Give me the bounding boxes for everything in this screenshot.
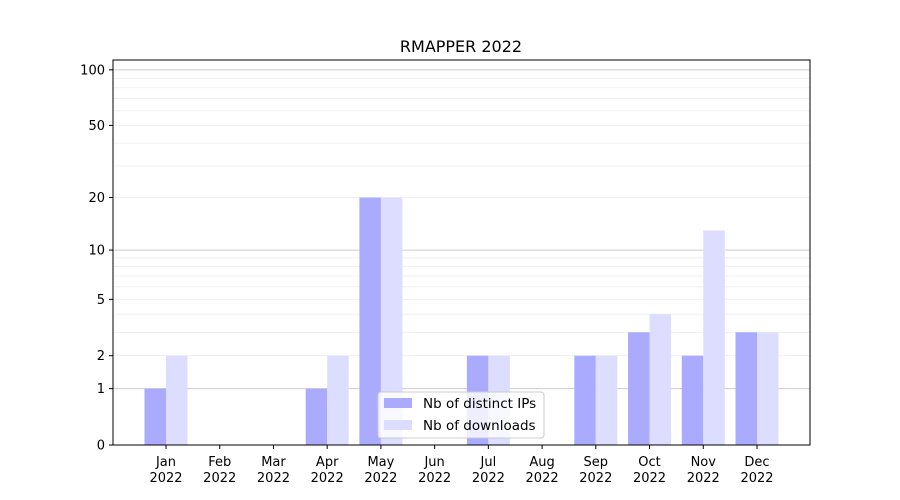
x-tick-label: Nov 2022: [687, 455, 720, 486]
x-tick-label: Jun 2022: [418, 455, 451, 486]
x-tick-label: Mar 2022: [257, 455, 290, 486]
legend-label-downloads: Nb of downloads: [423, 418, 536, 434]
x-tick-label: Aug 2022: [526, 455, 559, 486]
bar-downloads: [757, 332, 779, 445]
x-axis: Jan 2022 Feb 2022 Mar 2022 Apr 2022 May 2022 Jun 20…: [149, 445, 774, 486]
chart-title: RMAPPER 2022: [400, 37, 522, 56]
bar-ips: [574, 355, 596, 445]
y-tick-label: 1: [97, 382, 105, 397]
bar-ips: [305, 388, 328, 445]
y-tick-label: 50: [88, 119, 105, 134]
bar-downloads: [649, 314, 672, 445]
x-tick-label: Jul 2022: [472, 455, 505, 486]
x-tick-label: Jan 2022: [149, 455, 182, 486]
bar-ips: [735, 332, 757, 445]
legend-label-ips: Nb of distinct IPs: [423, 396, 536, 412]
y-tick-label: 0: [97, 439, 105, 454]
y-tick-label: 5: [97, 293, 105, 308]
legend-box: [377, 391, 545, 439]
bar-ips: [359, 197, 381, 445]
bar-downloads: [327, 355, 349, 445]
legend: Nb of distinct IPs Nb of downloads: [377, 391, 545, 439]
bar-ips: [628, 332, 650, 445]
x-tick-label: Oct 2022: [633, 455, 666, 486]
plot-frame: [112, 59, 811, 446]
grid: [113, 69, 810, 390]
legend-swatch-downloads: [384, 420, 412, 430]
x-tick-label: Apr 2022: [311, 455, 344, 486]
bar-ips: [681, 355, 704, 445]
bar-downloads: [380, 197, 403, 445]
y-axis: 0 1 2 5 10 20 50 100: [80, 63, 113, 454]
bar-downloads: [703, 230, 725, 445]
y-tick-label: 10: [88, 244, 105, 259]
y-tick-label: 2: [97, 349, 105, 364]
x-tick-label: Feb 2022: [203, 455, 236, 486]
x-tick-label: Dec 2022: [740, 455, 773, 486]
x-tick-label: Sep 2022: [579, 455, 612, 486]
x-tick-label: May 2022: [364, 455, 397, 486]
y-tick-label: 100: [80, 63, 105, 78]
bar-ips: [144, 388, 166, 445]
legend-swatch-ips: [384, 398, 412, 408]
bar-downloads: [595, 355, 618, 445]
bar-downloads: [166, 355, 188, 445]
y-tick-label: 20: [88, 191, 105, 206]
